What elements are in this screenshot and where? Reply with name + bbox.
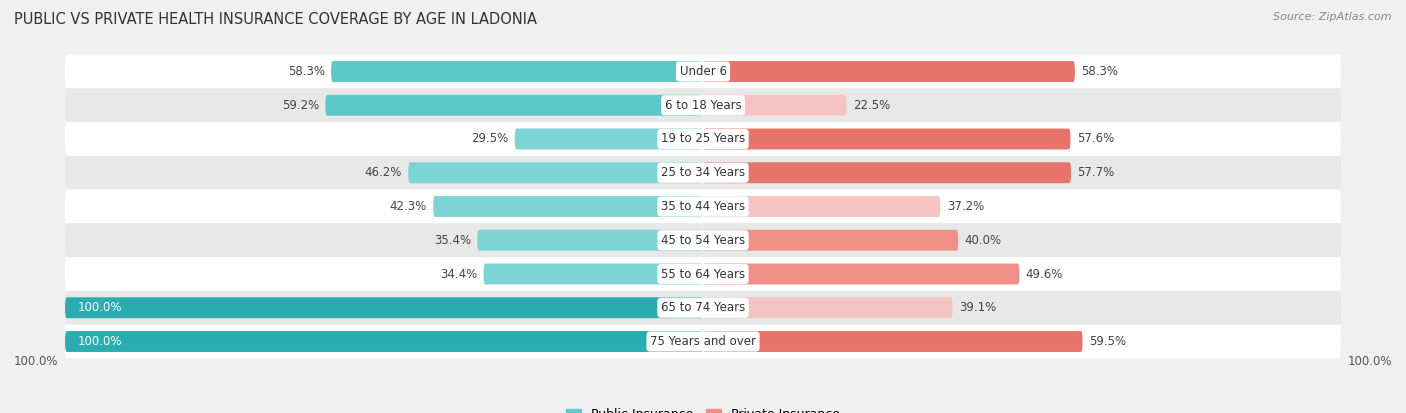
FancyBboxPatch shape: [65, 190, 1341, 223]
FancyBboxPatch shape: [477, 230, 703, 251]
Text: 46.2%: 46.2%: [364, 166, 402, 179]
FancyBboxPatch shape: [703, 128, 1070, 150]
FancyBboxPatch shape: [703, 61, 1076, 82]
FancyBboxPatch shape: [65, 257, 1341, 291]
FancyBboxPatch shape: [325, 95, 703, 116]
FancyBboxPatch shape: [484, 263, 703, 285]
FancyBboxPatch shape: [65, 297, 703, 318]
Text: 100.0%: 100.0%: [1347, 355, 1392, 368]
FancyBboxPatch shape: [65, 223, 1341, 257]
FancyBboxPatch shape: [703, 297, 952, 318]
Text: 42.3%: 42.3%: [389, 200, 427, 213]
FancyBboxPatch shape: [65, 325, 1341, 358]
FancyBboxPatch shape: [65, 331, 703, 352]
Text: 55 to 64 Years: 55 to 64 Years: [661, 268, 745, 280]
Text: 49.6%: 49.6%: [1026, 268, 1063, 280]
Text: 59.5%: 59.5%: [1088, 335, 1126, 348]
Text: 58.3%: 58.3%: [288, 65, 325, 78]
Text: 19 to 25 Years: 19 to 25 Years: [661, 133, 745, 145]
FancyBboxPatch shape: [703, 230, 957, 251]
Text: 57.7%: 57.7%: [1077, 166, 1115, 179]
FancyBboxPatch shape: [65, 55, 1341, 88]
FancyBboxPatch shape: [703, 162, 1071, 183]
Text: 35.4%: 35.4%: [433, 234, 471, 247]
FancyBboxPatch shape: [65, 156, 1341, 190]
Text: 39.1%: 39.1%: [959, 301, 995, 314]
Text: 34.4%: 34.4%: [440, 268, 477, 280]
Text: 57.6%: 57.6%: [1077, 133, 1114, 145]
FancyBboxPatch shape: [515, 128, 703, 150]
Text: 58.3%: 58.3%: [1081, 65, 1118, 78]
Text: 100.0%: 100.0%: [77, 335, 122, 348]
Text: 29.5%: 29.5%: [471, 133, 509, 145]
FancyBboxPatch shape: [330, 61, 703, 82]
FancyBboxPatch shape: [703, 263, 1019, 285]
Text: 22.5%: 22.5%: [853, 99, 890, 112]
FancyBboxPatch shape: [433, 196, 703, 217]
Text: PUBLIC VS PRIVATE HEALTH INSURANCE COVERAGE BY AGE IN LADONIA: PUBLIC VS PRIVATE HEALTH INSURANCE COVER…: [14, 12, 537, 27]
Text: 6 to 18 Years: 6 to 18 Years: [665, 99, 741, 112]
FancyBboxPatch shape: [703, 331, 1083, 352]
Text: Source: ZipAtlas.com: Source: ZipAtlas.com: [1274, 12, 1392, 22]
Text: 100.0%: 100.0%: [14, 355, 59, 368]
Text: 35 to 44 Years: 35 to 44 Years: [661, 200, 745, 213]
Text: 100.0%: 100.0%: [77, 301, 122, 314]
FancyBboxPatch shape: [703, 196, 941, 217]
FancyBboxPatch shape: [65, 122, 1341, 156]
Text: 59.2%: 59.2%: [281, 99, 319, 112]
Text: 75 Years and over: 75 Years and over: [650, 335, 756, 348]
Text: 25 to 34 Years: 25 to 34 Years: [661, 166, 745, 179]
Legend: Public Insurance, Private Insurance: Public Insurance, Private Insurance: [561, 403, 845, 413]
Text: 65 to 74 Years: 65 to 74 Years: [661, 301, 745, 314]
Text: 45 to 54 Years: 45 to 54 Years: [661, 234, 745, 247]
Text: Under 6: Under 6: [679, 65, 727, 78]
FancyBboxPatch shape: [703, 95, 846, 116]
Text: 37.2%: 37.2%: [946, 200, 984, 213]
Text: 40.0%: 40.0%: [965, 234, 1001, 247]
FancyBboxPatch shape: [65, 291, 1341, 325]
FancyBboxPatch shape: [65, 88, 1341, 122]
FancyBboxPatch shape: [408, 162, 703, 183]
